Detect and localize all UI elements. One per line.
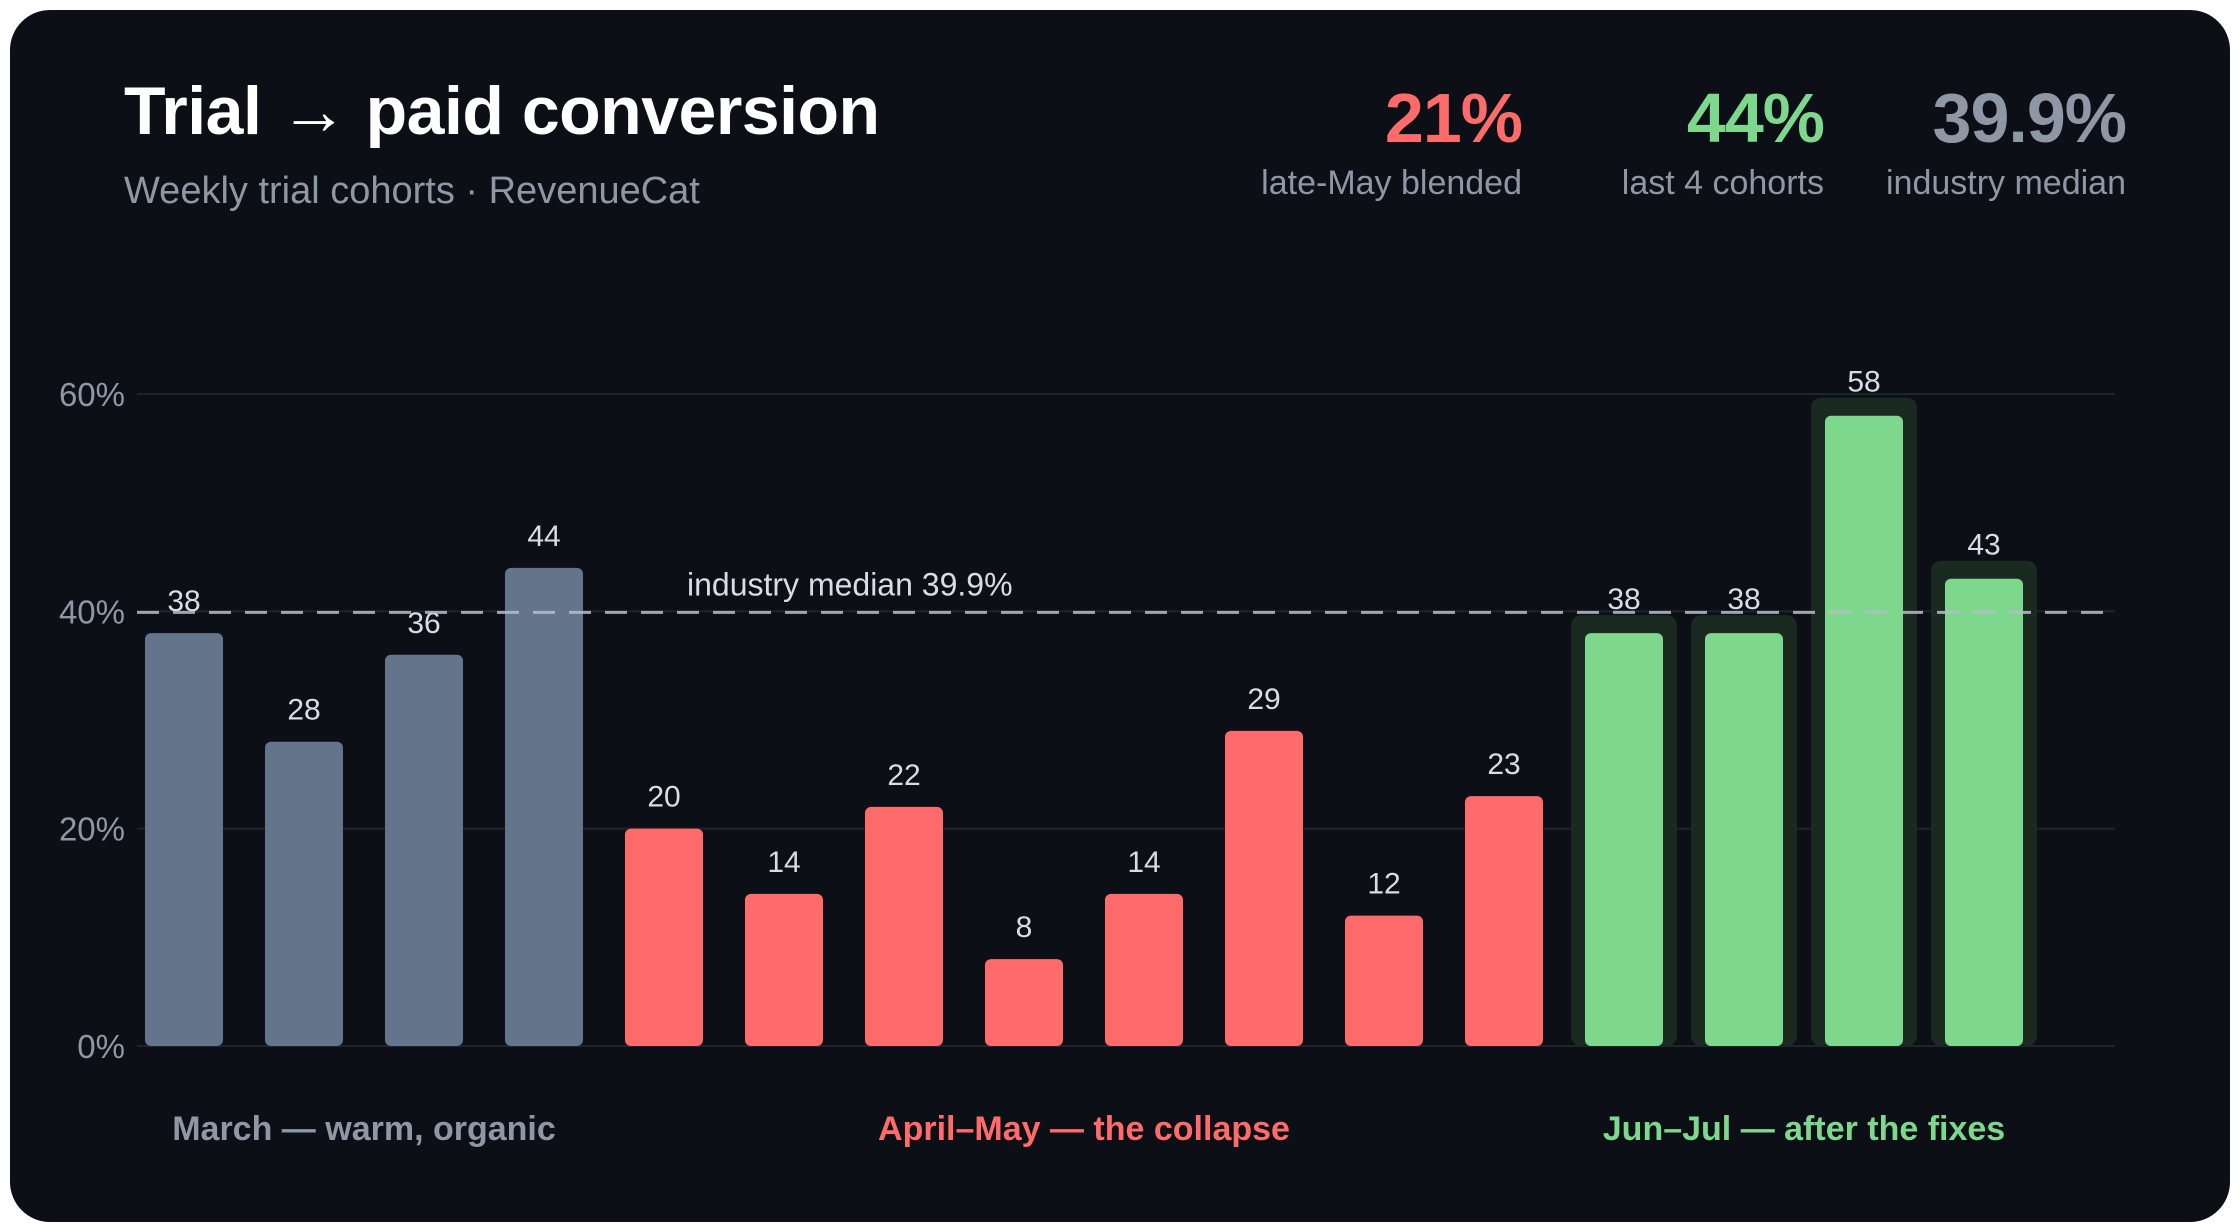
bar-value-label: 38: [1607, 583, 1640, 616]
group-label: Jun–Jul — after the fixes: [1603, 1110, 2005, 1148]
bar: [505, 567, 583, 1046]
industry-median-label: industry median 39.9%: [687, 566, 1013, 602]
stat-late-may: 21% late-May blended: [1182, 76, 1523, 203]
bar: [985, 959, 1063, 1046]
bar-value-label: 58: [1847, 366, 1880, 399]
bar-value-label: 23: [1487, 748, 1520, 781]
y-tick-label: 20%: [59, 811, 125, 848]
stat-label: late-May blended: [1261, 164, 1522, 202]
bar: [1945, 578, 2023, 1046]
stat-value: 39.9%: [1932, 79, 2127, 157]
bar-value-label: 44: [527, 520, 560, 553]
bar-value-label: 14: [1127, 846, 1160, 879]
bar: [145, 633, 223, 1046]
stat-value: 21%: [1384, 79, 1523, 157]
bar-value-label: 43: [1967, 529, 2000, 562]
stat-label: last 4 cohorts: [1621, 164, 1824, 202]
chart-card: Trial → paid conversion Weekly trial coh…: [10, 10, 2230, 1222]
bar: [745, 893, 823, 1046]
bar-value-label: 29: [1247, 683, 1280, 716]
bar: [1465, 796, 1543, 1046]
bar: [1105, 893, 1183, 1046]
stat-label: industry median: [1885, 164, 2126, 202]
bar: [1705, 633, 1783, 1046]
bar: [865, 806, 943, 1046]
bar-value-label: 8: [1016, 911, 1033, 944]
bar: [265, 741, 343, 1046]
y-tick-label: 0%: [77, 1028, 125, 1065]
bar: [385, 654, 463, 1046]
bar-value-label: 14: [767, 846, 800, 879]
y-tick-label: 40%: [59, 593, 125, 630]
bar: [625, 828, 703, 1046]
chart-title: Trial → paid conversion: [124, 73, 880, 149]
bar-value-label: 38: [1727, 583, 1760, 616]
bar: [1225, 730, 1303, 1046]
bar: [1345, 915, 1423, 1046]
bar: [1825, 415, 1903, 1046]
y-tick-label: 60%: [59, 376, 125, 413]
group-label: April–May — the collapse: [878, 1110, 1290, 1148]
stat-last-4: 44% last 4 cohorts: [1484, 76, 1825, 203]
bar-value-label: 22: [887, 759, 920, 792]
stat-value: 44%: [1686, 79, 1825, 157]
bar-value-label: 28: [287, 694, 320, 727]
stat-industry: 39.9% industry median: [1786, 76, 2127, 203]
bar-value-label: 20: [647, 781, 680, 814]
group-label: March — warm, organic: [172, 1110, 556, 1148]
bar-value-label: 12: [1367, 868, 1400, 901]
chart-subtitle: Weekly trial cohorts · RevenueCat: [124, 170, 700, 212]
bar: [1585, 633, 1663, 1046]
